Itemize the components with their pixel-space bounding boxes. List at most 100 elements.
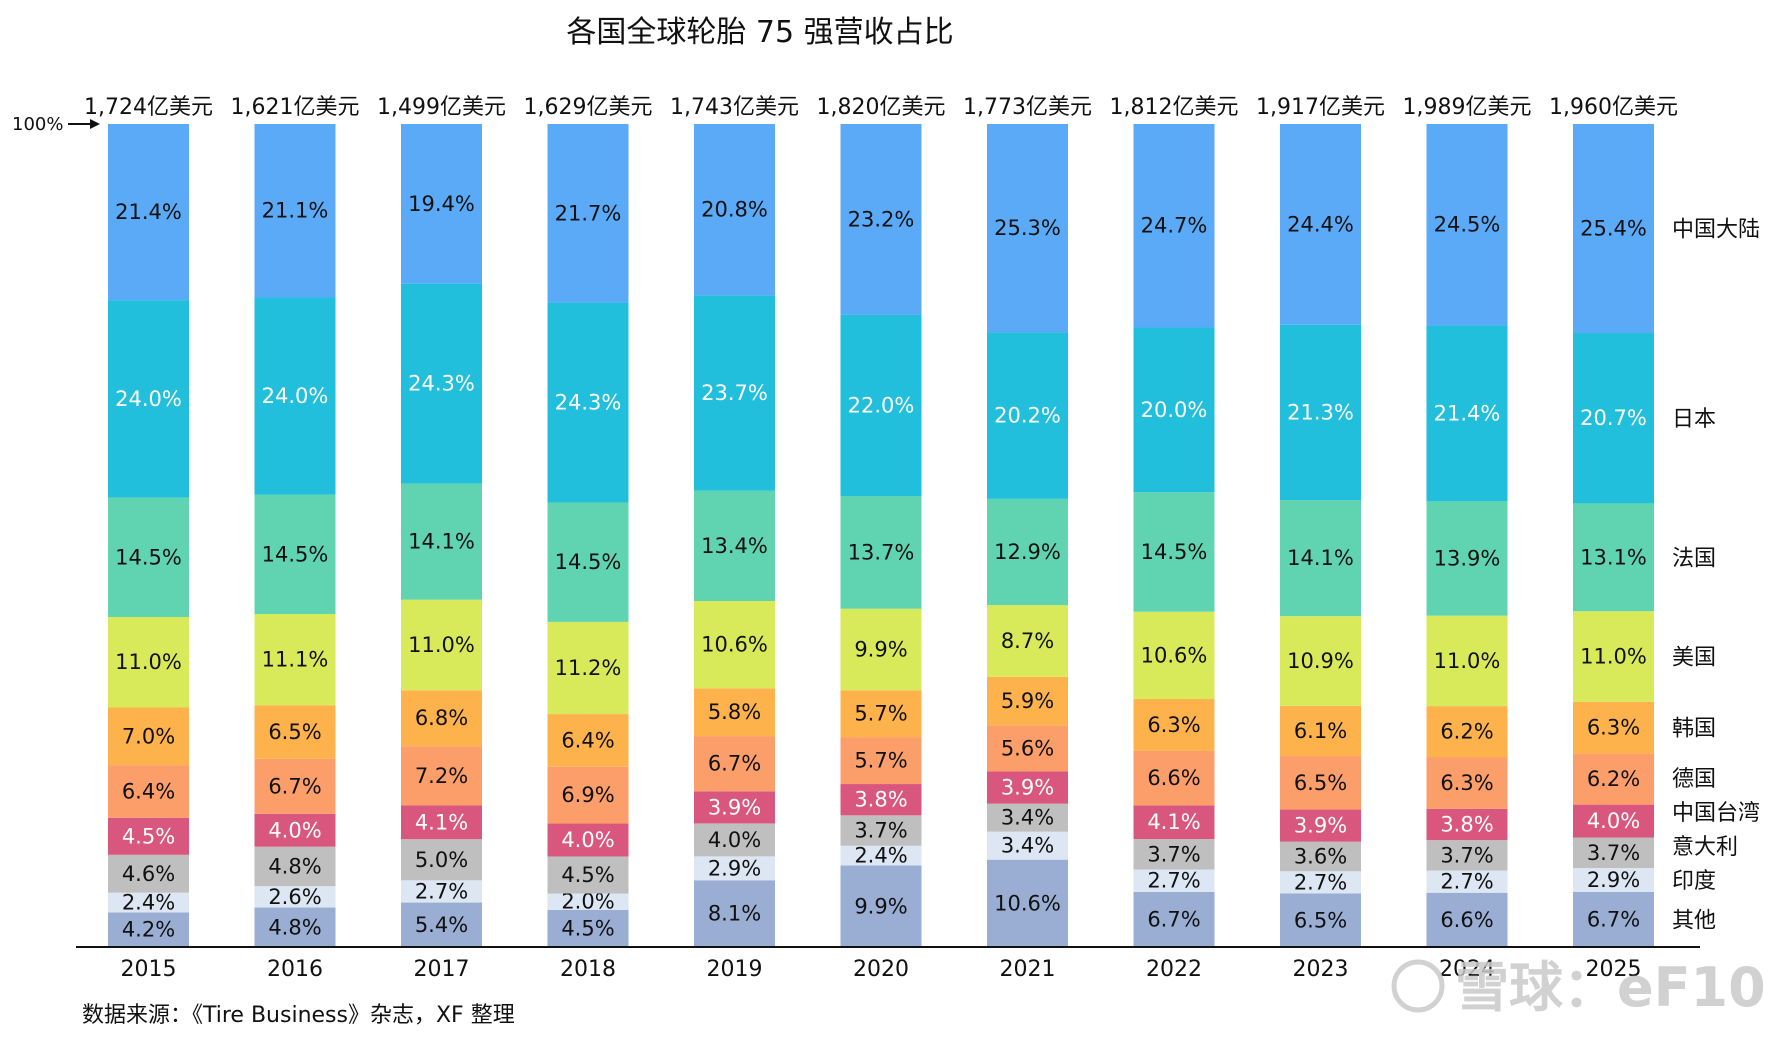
bar-segment-2020-6 <box>840 608 922 691</box>
bar-segment-2015-3 <box>108 817 189 855</box>
data-label-2015-4: 6.4% <box>122 779 175 803</box>
bar-segment-2018-3 <box>547 823 629 857</box>
data-label-2024-5: 6.2% <box>1440 720 1493 744</box>
bar-segment-2024-5 <box>1426 706 1508 758</box>
bar-segment-2022-4 <box>1133 750 1215 806</box>
legend-label-0: 其他 <box>1672 908 1716 933</box>
bar-segment-2022-1 <box>1133 869 1215 892</box>
data-label-2022-8: 20.0% <box>1141 398 1208 422</box>
bar-segment-2019-9 <box>694 124 775 296</box>
bar-segment-2021-5 <box>987 676 1068 726</box>
x-tick-2020: 2020 <box>853 957 909 982</box>
data-label-2025-4: 6.2% <box>1587 767 1640 791</box>
data-label-2015-8: 24.0% <box>115 387 182 411</box>
bar-segment-2016-2 <box>254 846 336 887</box>
bar-segment-2016-0 <box>254 907 336 947</box>
bar-segment-2016-9 <box>254 124 336 298</box>
data-label-2023-1: 2.7% <box>1294 870 1347 894</box>
data-label-2023-7: 14.1% <box>1287 546 1354 570</box>
bar-segment-2022-2 <box>1133 839 1215 870</box>
bar-segment-2022-6 <box>1133 611 1215 700</box>
bar-segment-2023-9 <box>1280 124 1361 325</box>
bar-segment-2025-5 <box>1573 701 1654 754</box>
data-label-2020-7: 13.7% <box>848 540 915 564</box>
data-label-2025-3: 4.0% <box>1587 809 1640 833</box>
data-label-2015-2: 4.6% <box>122 862 175 886</box>
data-label-2022-7: 14.5% <box>1141 540 1208 564</box>
bar-segment-2015-7 <box>108 497 189 617</box>
bar-segment-2021-4 <box>987 725 1068 772</box>
bar-segment-2022-9 <box>1133 124 1215 328</box>
source-note: 数据来源：《Tire Business》杂志，XF 整理 <box>82 1003 515 1028</box>
bar-segment-2020-0 <box>840 865 922 947</box>
data-label-2023-6: 10.9% <box>1287 649 1354 673</box>
total-label-2021: 1,773亿美元 <box>963 95 1092 120</box>
bar-segment-2019-4 <box>694 736 775 792</box>
bar-segment-2020-4 <box>840 737 922 785</box>
x-axis-labels: 2015 2016 2017 2018 2019 2020 2021 2022 2023 2024… <box>121 957 1642 982</box>
bar-segment-2015-8 <box>108 300 189 498</box>
legend-label-5: 韩国 <box>1672 717 1716 742</box>
bar-segment-2022-8 <box>1133 327 1215 493</box>
bar-segment-2023-5 <box>1280 705 1361 757</box>
data-label-2016-0: 4.8% <box>268 915 321 939</box>
bar-segment-2021-7 <box>987 498 1068 606</box>
bar-segment-2025-6 <box>1573 611 1654 702</box>
bar-segment-2017-1 <box>401 880 482 903</box>
legend-label-8: 日本 <box>1672 407 1716 432</box>
bar-segment-2016-4 <box>254 758 336 814</box>
data-label-2019-0: 8.1% <box>708 902 761 926</box>
data-label-2025-0: 6.7% <box>1587 907 1640 931</box>
bar-segment-2024-7 <box>1426 501 1508 616</box>
bar-segment-2015-1 <box>108 892 189 913</box>
data-label-2025-5: 6.3% <box>1587 716 1640 740</box>
watermark-text: 雪球：eF10 <box>1455 956 1766 1019</box>
bar-segment-2023-3 <box>1280 809 1361 842</box>
bar-segment-2024-9 <box>1426 124 1508 326</box>
data-label-2016-2: 4.8% <box>268 854 321 878</box>
total-label-2025: 1,960亿美元 <box>1549 95 1678 120</box>
legend: 其他 印度 意大利 中国台湾 德国 韩国 美国 法国 日本 中国大陆 <box>1672 218 1760 934</box>
data-label-2021-1: 3.4% <box>1001 834 1054 858</box>
data-label-2018-7: 14.5% <box>555 550 622 574</box>
bar-segment-2018-1 <box>547 893 629 910</box>
total-label-2018: 1,629亿美元 <box>524 95 653 120</box>
legend-label-4: 德国 <box>1672 767 1716 792</box>
bar-segment-2023-2 <box>1280 841 1361 872</box>
bar-segment-2020-3 <box>840 784 922 816</box>
bar-segment-2015-9 <box>108 124 189 301</box>
x-tick-2016: 2016 <box>267 957 323 982</box>
data-label-2017-8: 24.3% <box>408 372 475 396</box>
bar-segment-2024-6 <box>1426 615 1508 707</box>
bar-segment-2025-1 <box>1573 867 1654 892</box>
data-label-2023-2: 3.6% <box>1294 844 1347 868</box>
bar-segment-2020-1 <box>840 845 922 866</box>
data-label-2018-2: 4.5% <box>561 863 614 887</box>
data-label-2020-2: 3.7% <box>854 819 907 843</box>
legend-label-3: 中国台湾 <box>1672 801 1760 826</box>
data-label-2021-5: 5.9% <box>1001 689 1054 713</box>
bar-segment-2018-2 <box>547 856 629 894</box>
data-label-2020-9: 23.2% <box>848 207 915 231</box>
bar-segment-2023-6 <box>1280 616 1361 706</box>
bar-segment-2024-3 <box>1426 808 1508 841</box>
data-label-2019-3: 3.9% <box>708 795 761 819</box>
data-label-2024-1: 2.7% <box>1440 870 1493 894</box>
data-label-2023-4: 6.5% <box>1294 771 1347 795</box>
data-label-2015-5: 7.0% <box>122 724 175 748</box>
bar-segment-2024-8 <box>1426 325 1508 502</box>
data-label-2025-1: 2.9% <box>1587 868 1640 892</box>
bar-segment-2018-6 <box>547 621 629 715</box>
x-tick-2018: 2018 <box>560 957 616 982</box>
bar-segment-2017-0 <box>401 902 482 947</box>
data-label-2018-3: 4.0% <box>561 828 614 852</box>
data-label-2020-8: 22.0% <box>848 393 915 417</box>
data-label-2024-3: 3.8% <box>1440 812 1493 836</box>
data-label-2022-2: 3.7% <box>1147 842 1200 866</box>
data-label-2018-0: 4.5% <box>561 916 614 940</box>
data-label-2024-8: 21.4% <box>1434 401 1501 425</box>
data-label-2019-4: 6.7% <box>708 752 761 776</box>
bar-segment-2016-7 <box>254 494 336 615</box>
data-label-2025-8: 20.7% <box>1580 406 1647 430</box>
bar-segment-2017-9 <box>401 124 482 284</box>
